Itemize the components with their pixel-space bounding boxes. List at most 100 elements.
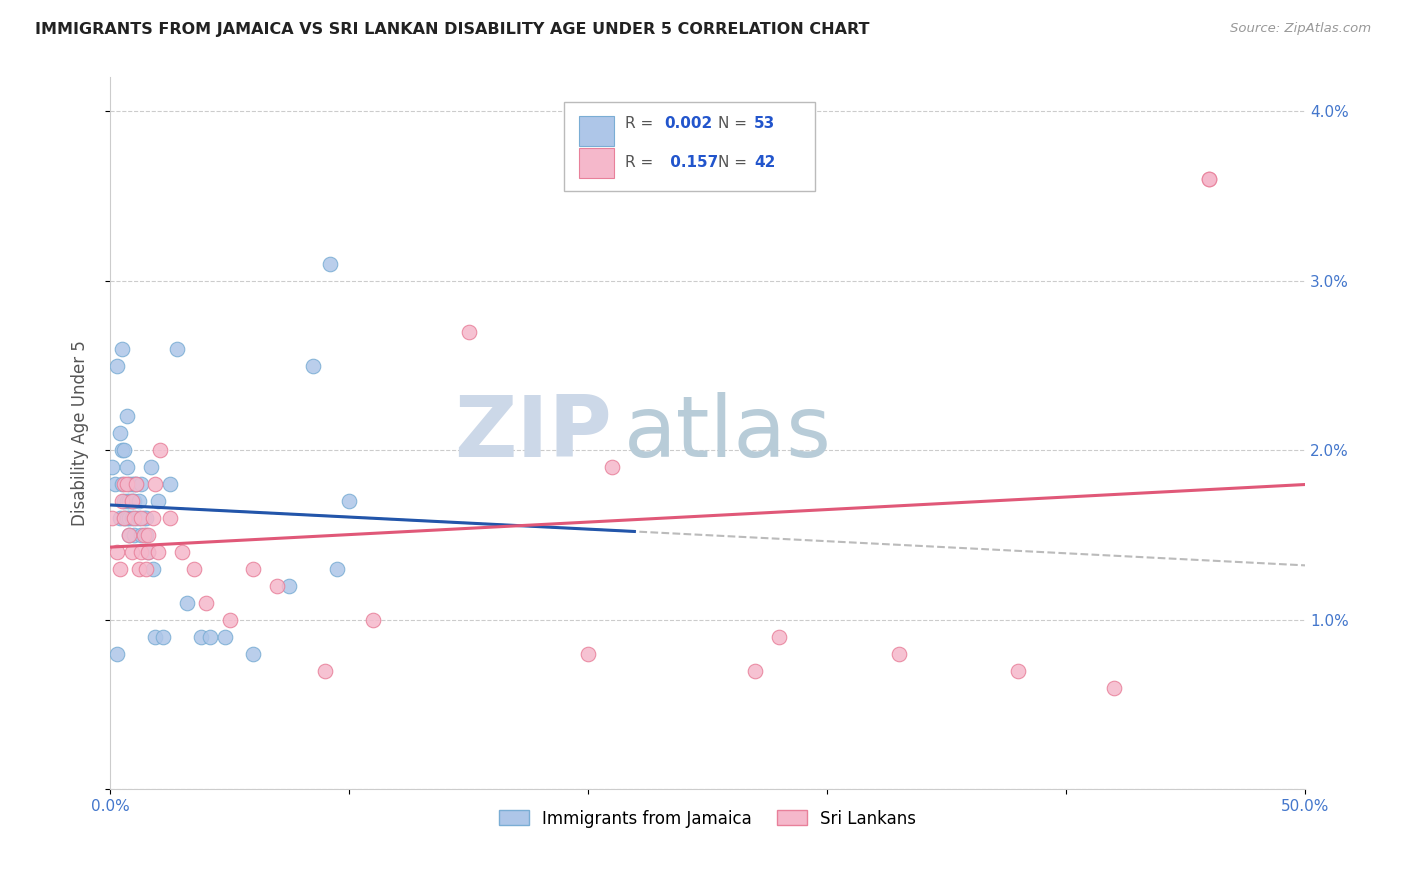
Point [122,528,145,542]
Legend: Immigrants from Jamaica, Sri Lankans: Immigrants from Jamaica, Sri Lankans [492,803,922,834]
Point [115,494,138,508]
Point [1198,172,1220,186]
Point [600,460,623,475]
Point [152,630,174,644]
Point [314,664,336,678]
Point [159,511,181,525]
Text: R =: R = [626,116,658,131]
Point [101,460,124,475]
Point [122,494,145,508]
Point [121,511,143,525]
Point [121,477,143,491]
Point [121,494,143,508]
Point [122,511,145,525]
Point [266,579,288,593]
Point [1102,681,1125,695]
Point [118,477,141,491]
Y-axis label: Disability Age Under 5: Disability Age Under 5 [72,341,89,526]
Point [278,579,301,593]
Point [361,613,384,627]
Text: atlas: atlas [624,392,832,475]
Point [139,460,162,475]
Point [115,460,138,475]
Point [768,630,790,644]
Point [135,528,157,542]
Point [129,477,152,491]
Point [105,545,128,559]
Point [576,647,599,661]
Text: 0.002: 0.002 [665,116,713,131]
Point [136,545,159,559]
FancyBboxPatch shape [564,103,815,191]
Point [118,511,141,525]
Point [118,528,141,542]
Point [111,342,134,356]
Text: N =: N = [718,116,752,131]
Point [135,562,157,576]
Text: N =: N = [718,155,752,170]
Point [111,443,134,458]
Point [132,528,155,542]
Point [115,477,138,491]
Point [112,494,135,508]
Point [112,511,135,525]
Point [128,562,150,576]
Point [129,511,152,525]
Point [108,562,131,576]
Point [128,494,150,508]
Text: Source: ZipAtlas.com: Source: ZipAtlas.com [1230,22,1371,36]
Point [125,477,148,491]
Point [337,494,360,508]
Point [744,664,766,678]
Point [1007,664,1029,678]
Point [128,511,150,525]
Point [104,477,127,491]
Point [101,511,124,525]
Point [112,443,135,458]
Text: R =: R = [626,155,658,170]
Point [1198,172,1220,186]
Point [190,630,212,644]
Point [159,477,181,491]
Point [200,630,222,644]
Point [142,562,165,576]
Point [457,325,479,339]
Point [118,494,141,508]
FancyBboxPatch shape [578,116,614,145]
Point [218,613,240,627]
Point [326,562,349,576]
Point [319,257,342,271]
FancyBboxPatch shape [578,148,614,178]
Point [149,443,172,458]
Point [242,562,264,576]
Text: 0.157: 0.157 [665,155,718,170]
Point [118,528,141,542]
Point [108,511,131,525]
Point [136,528,159,542]
Point [145,630,167,644]
Point [887,647,910,661]
Point [111,477,134,491]
Point [145,477,167,491]
Point [129,545,152,559]
Point [121,545,143,559]
Point [112,511,135,525]
Point [111,494,134,508]
Point [142,511,165,525]
Point [105,647,128,661]
Text: 42: 42 [754,155,776,170]
Point [135,511,157,525]
Text: ZIP: ZIP [454,392,612,475]
Point [302,359,325,373]
Point [146,494,169,508]
Text: 53: 53 [754,116,776,131]
Point [129,528,152,542]
Point [115,409,138,424]
Point [242,647,264,661]
Point [105,359,128,373]
Point [125,477,148,491]
Text: IMMIGRANTS FROM JAMAICA VS SRI LANKAN DISABILITY AGE UNDER 5 CORRELATION CHART: IMMIGRANTS FROM JAMAICA VS SRI LANKAN DI… [35,22,870,37]
Point [194,596,217,610]
Point [115,511,138,525]
Point [170,545,193,559]
